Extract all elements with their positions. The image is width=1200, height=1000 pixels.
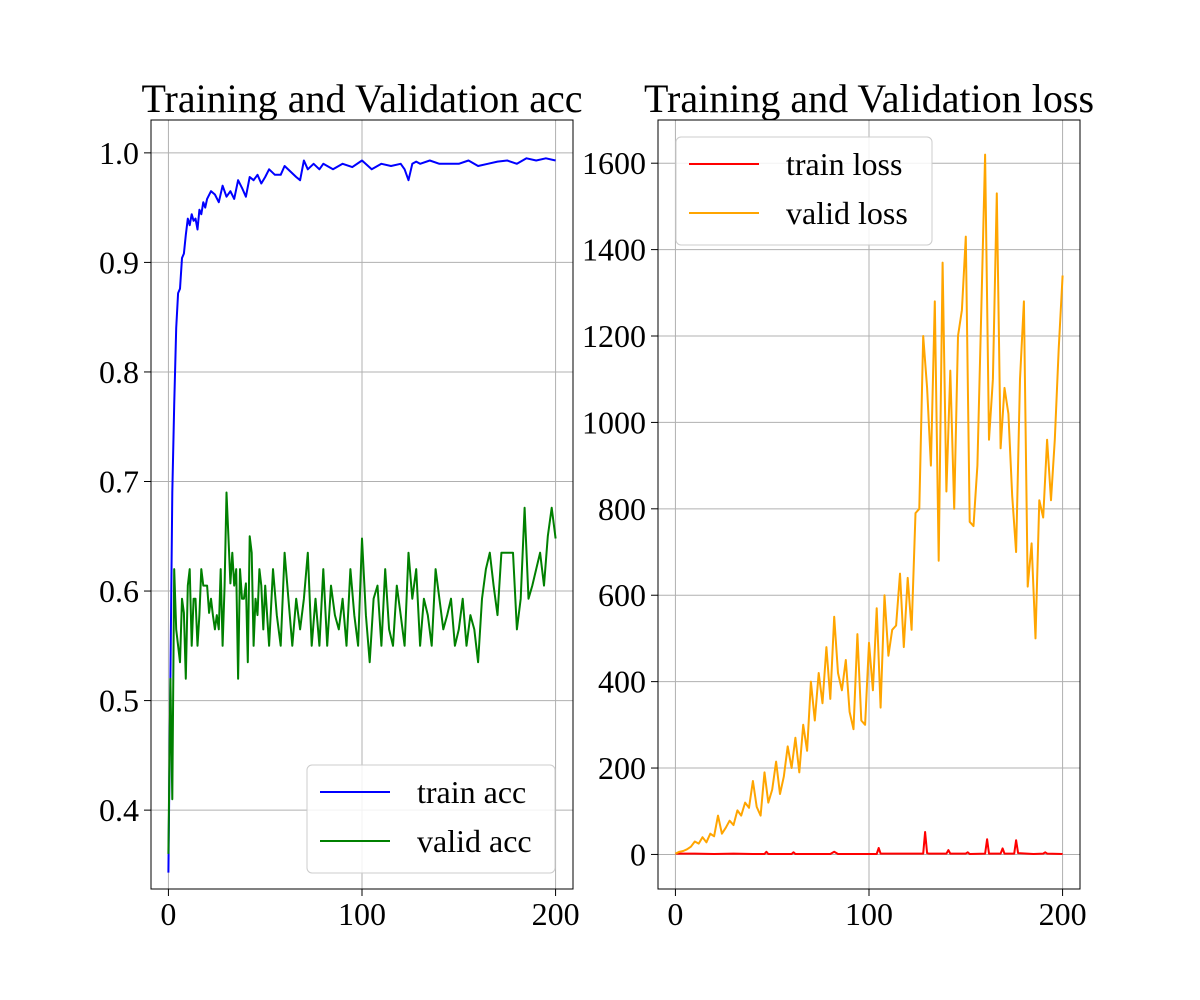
loss-y-tick-label: 400 <box>598 664 646 700</box>
legend-label-valid-loss: valid loss <box>786 195 908 231</box>
accuracy-chart-title: Training and Validation acc <box>141 76 582 121</box>
loss-y-tick-label: 1400 <box>582 232 646 268</box>
accuracy-x-tick-label: 100 <box>338 896 386 932</box>
legend-label-train-acc: train acc <box>417 774 526 810</box>
accuracy-y-tick-label: 1.0 <box>99 135 139 171</box>
series-line-valid-loss <box>674 153 1064 855</box>
accuracy-x-tick-label: 200 <box>532 896 580 932</box>
loss-x-tick-label: 200 <box>1039 896 1087 932</box>
legend-label-train-loss: train loss <box>786 146 902 182</box>
loss-y-tick-label: 0 <box>630 836 646 872</box>
accuracy-x-tick-label: 0 <box>160 896 176 932</box>
loss-x-tick-label: 0 <box>667 896 683 932</box>
series-line-train-acc <box>167 157 556 873</box>
accuracy-chart: Training and Validation acc 0 100 200 0.4 0.… <box>99 76 583 932</box>
accuracy-y-tick-label: 0.6 <box>99 573 139 609</box>
accuracy-y-tick-label: 0.7 <box>99 463 139 499</box>
loss-x-tick-label: 100 <box>845 896 893 932</box>
legend-label-valid-acc: valid acc <box>417 823 532 859</box>
accuracy-y-tick-label: 0.5 <box>99 683 139 719</box>
series-line-train-loss <box>675 831 1063 855</box>
loss-y-tick-label: 200 <box>598 750 646 786</box>
loss-y-tick-label: 1200 <box>582 318 646 354</box>
accuracy-y-tick-label: 0.4 <box>99 792 139 828</box>
loss-y-tick-label: 1000 <box>582 404 646 440</box>
accuracy-y-tick-label: 0.8 <box>99 354 139 390</box>
loss-chart: Training and Validation loss 0 100 200 0 200… <box>582 76 1094 932</box>
loss-y-tick-label: 600 <box>598 577 646 613</box>
accuracy-y-tick-label: 0.9 <box>99 244 139 280</box>
series-line-valid-acc <box>167 491 557 854</box>
loss-chart-title: Training and Validation loss <box>644 76 1094 121</box>
loss-y-tick-label: 800 <box>598 491 646 527</box>
loss-y-tick-label: 1600 <box>582 145 646 181</box>
